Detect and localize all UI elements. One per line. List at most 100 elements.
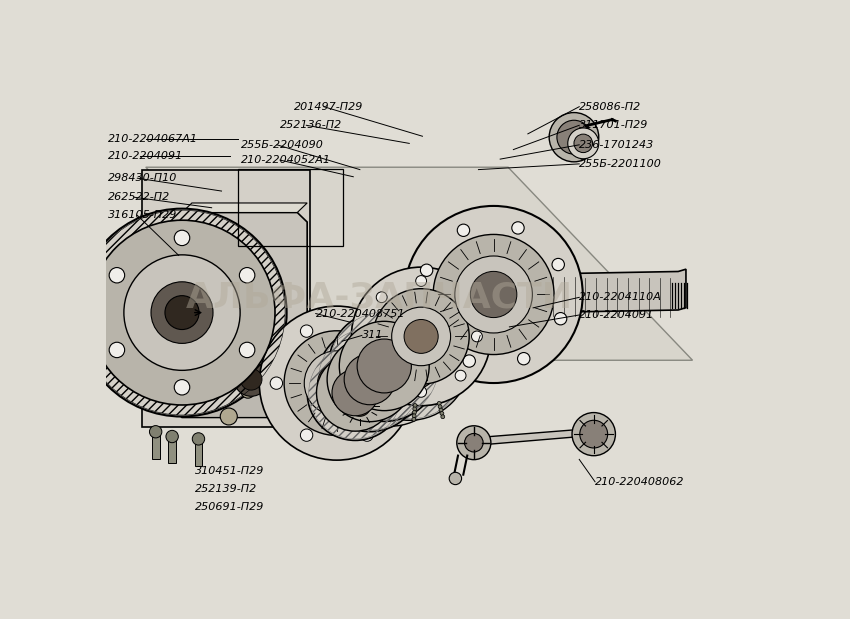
Circle shape bbox=[518, 353, 530, 365]
Circle shape bbox=[456, 426, 491, 460]
Circle shape bbox=[422, 318, 435, 331]
Circle shape bbox=[300, 325, 313, 337]
Circle shape bbox=[557, 120, 591, 154]
Circle shape bbox=[449, 472, 462, 485]
Circle shape bbox=[284, 331, 389, 436]
Circle shape bbox=[552, 258, 564, 271]
Text: 316105-П29: 316105-П29 bbox=[108, 210, 177, 220]
Polygon shape bbox=[152, 432, 160, 459]
Circle shape bbox=[192, 433, 205, 445]
Text: 262522-П2: 262522-П2 bbox=[108, 193, 170, 202]
Text: 258086-П2: 258086-П2 bbox=[579, 102, 642, 111]
Circle shape bbox=[259, 306, 414, 460]
Circle shape bbox=[241, 361, 254, 374]
Circle shape bbox=[307, 345, 403, 440]
Text: 255Б-2201100: 255Б-2201100 bbox=[579, 159, 662, 169]
Circle shape bbox=[338, 384, 382, 427]
Polygon shape bbox=[172, 382, 307, 417]
Circle shape bbox=[457, 224, 470, 236]
Circle shape bbox=[404, 319, 439, 353]
Circle shape bbox=[344, 354, 395, 405]
Circle shape bbox=[512, 222, 524, 234]
Circle shape bbox=[361, 429, 373, 441]
Circle shape bbox=[241, 384, 255, 398]
Circle shape bbox=[166, 430, 178, 443]
Polygon shape bbox=[143, 170, 310, 427]
Text: 298430-П10: 298430-П10 bbox=[108, 173, 177, 183]
Circle shape bbox=[150, 426, 162, 438]
Polygon shape bbox=[459, 269, 686, 318]
Circle shape bbox=[317, 327, 422, 431]
Polygon shape bbox=[168, 436, 176, 464]
Circle shape bbox=[109, 342, 125, 358]
Circle shape bbox=[327, 337, 412, 422]
Text: 210-2204091: 210-2204091 bbox=[108, 151, 183, 162]
Circle shape bbox=[220, 408, 237, 425]
Circle shape bbox=[339, 321, 429, 410]
Circle shape bbox=[412, 414, 416, 418]
Circle shape bbox=[378, 329, 440, 391]
Text: 210-2204110А: 210-2204110А bbox=[579, 292, 662, 302]
Circle shape bbox=[335, 315, 446, 426]
Circle shape bbox=[465, 433, 483, 452]
Circle shape bbox=[455, 292, 466, 303]
Circle shape bbox=[568, 128, 598, 158]
Circle shape bbox=[349, 395, 371, 417]
Circle shape bbox=[89, 220, 275, 405]
Circle shape bbox=[174, 230, 190, 246]
Circle shape bbox=[434, 235, 554, 355]
Circle shape bbox=[245, 365, 251, 371]
Circle shape bbox=[448, 262, 513, 327]
Circle shape bbox=[438, 405, 442, 409]
Circle shape bbox=[441, 415, 445, 418]
Circle shape bbox=[351, 267, 491, 405]
Polygon shape bbox=[146, 167, 693, 360]
Circle shape bbox=[174, 379, 190, 395]
Text: 252136-П2: 252136-П2 bbox=[280, 120, 342, 130]
Circle shape bbox=[457, 271, 504, 318]
Circle shape bbox=[412, 417, 416, 421]
Polygon shape bbox=[195, 439, 202, 466]
Circle shape bbox=[416, 386, 427, 397]
Circle shape bbox=[316, 354, 394, 431]
Circle shape bbox=[437, 402, 441, 405]
Circle shape bbox=[549, 113, 598, 162]
Circle shape bbox=[572, 413, 615, 456]
Circle shape bbox=[421, 264, 433, 277]
Circle shape bbox=[554, 313, 567, 325]
Circle shape bbox=[455, 370, 466, 381]
Circle shape bbox=[416, 275, 427, 287]
Circle shape bbox=[412, 410, 416, 414]
Polygon shape bbox=[172, 212, 307, 417]
Text: 311701-П29: 311701-П29 bbox=[579, 120, 649, 130]
Circle shape bbox=[373, 288, 469, 384]
Circle shape bbox=[360, 331, 371, 342]
Circle shape bbox=[332, 370, 378, 416]
Circle shape bbox=[361, 325, 373, 337]
Circle shape bbox=[241, 368, 262, 390]
Circle shape bbox=[574, 134, 592, 153]
Circle shape bbox=[455, 256, 532, 333]
Circle shape bbox=[391, 377, 404, 389]
Polygon shape bbox=[475, 430, 591, 448]
Circle shape bbox=[364, 344, 418, 397]
Circle shape bbox=[240, 267, 255, 283]
Text: 210-220408062: 210-220408062 bbox=[595, 477, 684, 487]
Polygon shape bbox=[241, 384, 254, 391]
Circle shape bbox=[439, 408, 443, 412]
Text: 310451-П29: 310451-П29 bbox=[196, 466, 264, 476]
Text: 255Б-2204090: 255Б-2204090 bbox=[241, 140, 324, 150]
Circle shape bbox=[472, 331, 482, 342]
Circle shape bbox=[270, 377, 282, 389]
Circle shape bbox=[304, 351, 370, 415]
Text: 210-2204067А1: 210-2204067А1 bbox=[108, 134, 197, 144]
Circle shape bbox=[440, 412, 444, 415]
Circle shape bbox=[413, 407, 416, 411]
Polygon shape bbox=[182, 203, 307, 212]
Circle shape bbox=[234, 362, 269, 396]
Circle shape bbox=[109, 267, 125, 283]
Circle shape bbox=[348, 329, 434, 413]
Text: АЛЬФА-ЗАПЧАСТИ: АЛЬФА-ЗАПЧАСТИ bbox=[186, 280, 573, 314]
Circle shape bbox=[377, 370, 387, 381]
Text: 210-2204052А1: 210-2204052А1 bbox=[241, 155, 332, 165]
